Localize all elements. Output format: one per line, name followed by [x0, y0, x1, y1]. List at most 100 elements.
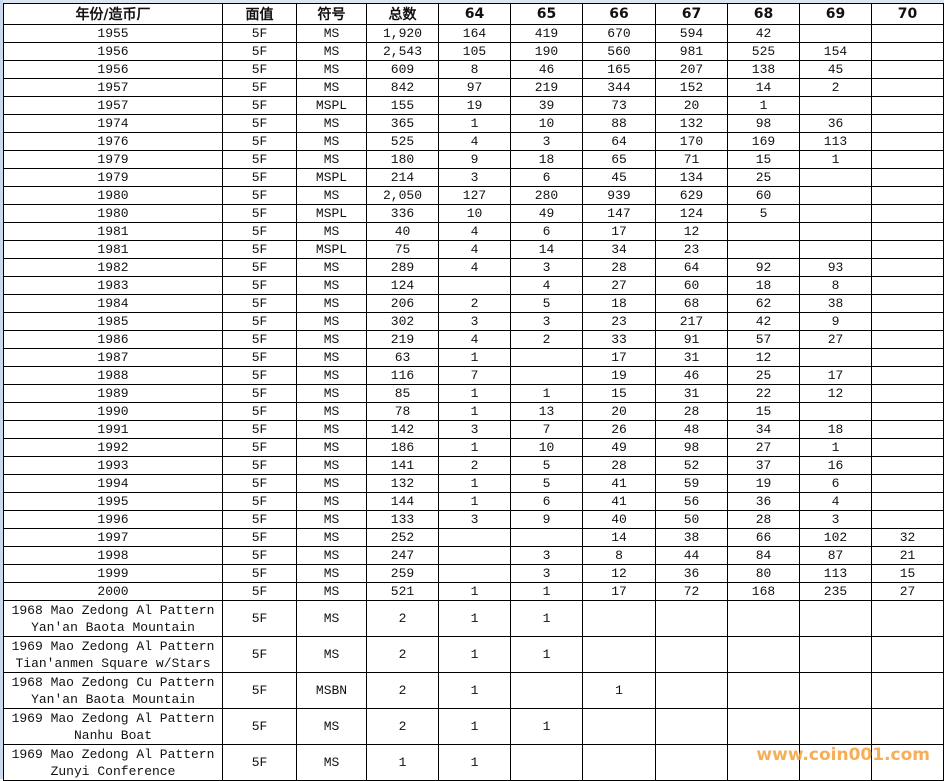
cell-grade-67[interactable]: 68: [655, 294, 728, 313]
cell-grade-65[interactable]: 1: [510, 582, 583, 601]
cell-grade-66[interactable]: 28: [582, 456, 656, 475]
cell-denomination[interactable]: 5F: [222, 222, 297, 241]
cell-grade-69[interactable]: 36: [799, 114, 872, 133]
cell-grade-67[interactable]: 64: [655, 258, 728, 277]
cell-denomination[interactable]: 5F: [222, 96, 297, 115]
cell-grade-64[interactable]: 1: [438, 708, 511, 745]
cell-year-mint[interactable]: 1956: [3, 42, 223, 61]
cell-designation[interactable]: MS: [296, 528, 367, 547]
cell-grade-67[interactable]: 23: [655, 240, 728, 259]
cell-grade-65[interactable]: [510, 744, 583, 781]
cell-grade-70[interactable]: [871, 366, 944, 385]
cell-total[interactable]: 365: [366, 114, 439, 133]
cell-total[interactable]: 259: [366, 564, 439, 583]
cell-grade-65[interactable]: [510, 528, 583, 547]
cell-grade-70[interactable]: [871, 96, 944, 115]
cell-total[interactable]: 75: [366, 240, 439, 259]
cell-grade-66[interactable]: 12: [582, 564, 656, 583]
header-grade-68[interactable]: 68: [727, 3, 800, 25]
cell-grade-64[interactable]: 1: [438, 438, 511, 457]
cell-grade-70[interactable]: [871, 78, 944, 97]
cell-designation[interactable]: MS: [296, 546, 367, 565]
cell-grade-64[interactable]: 4: [438, 132, 511, 151]
cell-grade-68[interactable]: 138: [727, 60, 800, 79]
cell-grade-68[interactable]: 60: [727, 186, 800, 205]
cell-denomination[interactable]: 5F: [222, 294, 297, 313]
cell-total[interactable]: 609: [366, 60, 439, 79]
cell-grade-69[interactable]: [799, 168, 872, 187]
cell-grade-70[interactable]: [871, 672, 944, 709]
cell-grade-65[interactable]: 3: [510, 546, 583, 565]
cell-grade-64[interactable]: 4: [438, 222, 511, 241]
cell-denomination[interactable]: 5F: [222, 492, 297, 511]
cell-designation[interactable]: MS: [296, 366, 367, 385]
cell-grade-65[interactable]: 5: [510, 474, 583, 493]
cell-grade-64[interactable]: [438, 528, 511, 547]
cell-grade-67[interactable]: 152: [655, 78, 728, 97]
cell-designation[interactable]: MS: [296, 330, 367, 349]
cell-denomination[interactable]: 5F: [222, 456, 297, 475]
cell-grade-67[interactable]: [655, 708, 728, 745]
cell-year-mint[interactable]: 1986: [3, 330, 223, 349]
cell-grade-69[interactable]: [799, 600, 872, 637]
cell-grade-64[interactable]: 1: [438, 582, 511, 601]
cell-year-mint[interactable]: 1980: [3, 204, 223, 223]
cell-grade-66[interactable]: 41: [582, 492, 656, 511]
cell-total[interactable]: 144: [366, 492, 439, 511]
cell-grade-64[interactable]: 3: [438, 312, 511, 331]
cell-total[interactable]: 214: [366, 168, 439, 187]
header-grade-64[interactable]: 64: [438, 3, 511, 25]
cell-grade-70[interactable]: [871, 708, 944, 745]
cell-grade-64[interactable]: 1: [438, 114, 511, 133]
cell-grade-70[interactable]: [871, 204, 944, 223]
cell-grade-66[interactable]: [582, 708, 656, 745]
cell-year-mint[interactable]: 1969 Mao Zedong Al Pattern Zunyi Confere…: [3, 744, 223, 781]
cell-grade-65[interactable]: 3: [510, 258, 583, 277]
cell-grade-64[interactable]: 7: [438, 366, 511, 385]
cell-denomination[interactable]: 5F: [222, 312, 297, 331]
cell-grade-70[interactable]: [871, 276, 944, 295]
cell-grade-64[interactable]: 19: [438, 96, 511, 115]
cell-grade-68[interactable]: 169: [727, 132, 800, 151]
cell-total[interactable]: 2,050: [366, 186, 439, 205]
cell-grade-66[interactable]: [582, 744, 656, 781]
cell-total[interactable]: 85: [366, 384, 439, 403]
cell-grade-68[interactable]: 98: [727, 114, 800, 133]
cell-grade-66[interactable]: 165: [582, 60, 656, 79]
cell-grade-65[interactable]: 5: [510, 294, 583, 313]
cell-grade-64[interactable]: 1: [438, 492, 511, 511]
cell-designation[interactable]: MS: [296, 582, 367, 601]
cell-grade-70[interactable]: [871, 510, 944, 529]
cell-grade-66[interactable]: 28: [582, 258, 656, 277]
cell-grade-67[interactable]: 52: [655, 456, 728, 475]
cell-grade-67[interactable]: 72: [655, 582, 728, 601]
cell-year-mint[interactable]: 1957: [3, 96, 223, 115]
cell-grade-70[interactable]: [871, 636, 944, 673]
cell-total[interactable]: 1: [366, 744, 439, 781]
cell-year-mint[interactable]: 1969 Mao Zedong Al Pattern Nanhu Boat: [3, 708, 223, 745]
cell-grade-69[interactable]: 4: [799, 492, 872, 511]
cell-grade-66[interactable]: 17: [582, 582, 656, 601]
cell-denomination[interactable]: 5F: [222, 744, 297, 781]
cell-grade-68[interactable]: 15: [727, 150, 800, 169]
cell-grade-65[interactable]: 6: [510, 222, 583, 241]
cell-grade-70[interactable]: 21: [871, 546, 944, 565]
cell-designation[interactable]: MSPL: [296, 204, 367, 223]
cell-grade-70[interactable]: [871, 222, 944, 241]
cell-total[interactable]: 124: [366, 276, 439, 295]
header-grade-67[interactable]: 67: [655, 3, 728, 25]
cell-grade-68[interactable]: 34: [727, 420, 800, 439]
cell-grade-64[interactable]: 1: [438, 348, 511, 367]
cell-year-mint[interactable]: 1981: [3, 222, 223, 241]
cell-grade-64[interactable]: [438, 546, 511, 565]
cell-grade-65[interactable]: [510, 672, 583, 709]
header-designation[interactable]: 符号: [296, 3, 367, 25]
cell-grade-68[interactable]: 66: [727, 528, 800, 547]
cell-grade-70[interactable]: [871, 312, 944, 331]
cell-grade-66[interactable]: 34: [582, 240, 656, 259]
cell-grade-70[interactable]: [871, 330, 944, 349]
cell-grade-66[interactable]: 8: [582, 546, 656, 565]
cell-grade-64[interactable]: 97: [438, 78, 511, 97]
cell-grade-67[interactable]: [655, 600, 728, 637]
cell-grade-67[interactable]: 28: [655, 402, 728, 421]
